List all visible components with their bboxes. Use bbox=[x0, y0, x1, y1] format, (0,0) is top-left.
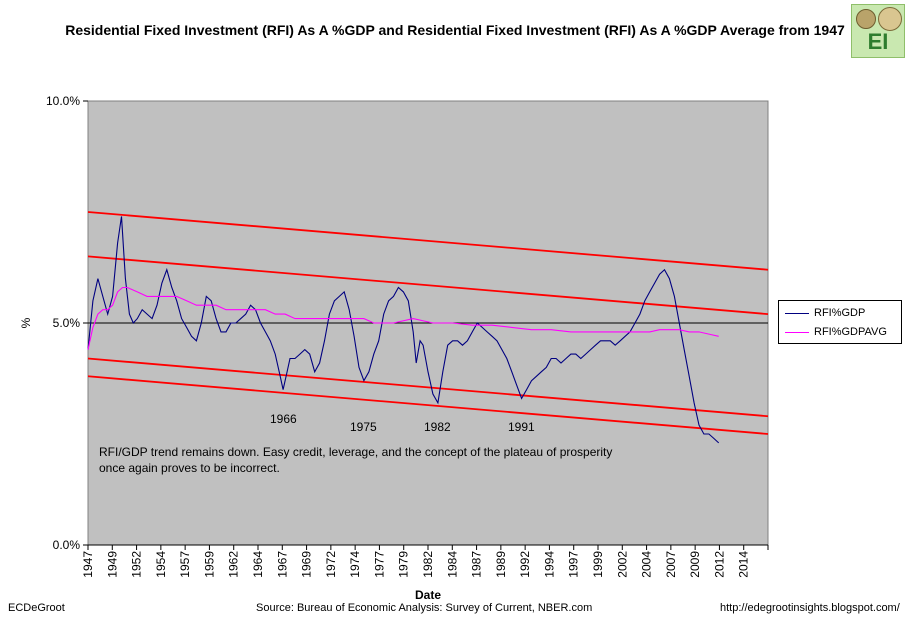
x-tick-label: 1989 bbox=[494, 551, 508, 578]
coin-icon bbox=[856, 9, 876, 29]
footer-url[interactable]: http://edegrootinsights.blogspot.com/ bbox=[720, 602, 900, 614]
trend-channel-line bbox=[87, 375, 769, 435]
x-tick-label: 1987 bbox=[470, 551, 484, 578]
x-tick-label: 2007 bbox=[664, 551, 678, 578]
x-tick-label: 2004 bbox=[640, 551, 654, 578]
x-tick-label: 1999 bbox=[591, 551, 605, 578]
x-tick-label: 1964 bbox=[251, 551, 265, 578]
legend: RFI%GDP RFI%GDPAVG bbox=[778, 300, 902, 344]
legend-label-rfi-gdp: RFI%GDP bbox=[814, 307, 866, 319]
x-tick-label: 1977 bbox=[372, 551, 386, 578]
trend-channel-line bbox=[87, 255, 769, 316]
x-axis-label: Date bbox=[415, 588, 441, 602]
x-tick-label: 1994 bbox=[542, 551, 556, 578]
x-tick-label: 1954 bbox=[154, 551, 168, 578]
y-axis-label: % bbox=[19, 317, 33, 328]
annotation-1975: 1975 bbox=[350, 420, 377, 434]
trend-annotation: RFI/GDP trend remains down. Easy credit,… bbox=[99, 445, 613, 475]
series-line-rfi-gdpavg bbox=[87, 286, 719, 350]
x-tick-label: 1979 bbox=[397, 551, 411, 578]
trend-channel-line bbox=[87, 211, 769, 271]
footer-source: Source: Bureau of Economic Analysis: Sur… bbox=[256, 602, 593, 614]
x-tick-label: 2014 bbox=[737, 551, 751, 578]
legend-item-rfi-gdp: RFI%GDP bbox=[785, 305, 865, 321]
x-tick-label: 1967 bbox=[275, 551, 289, 578]
annotation-1982: 1982 bbox=[424, 420, 451, 434]
axes: 0.0% 5.0% 10.0% 1947 1949 1952 1954 1957 1959 196… bbox=[46, 94, 769, 578]
x-tick-label: 1969 bbox=[300, 551, 314, 578]
annotation-1966: 1966 bbox=[270, 412, 297, 426]
x-tick-label: 1959 bbox=[202, 551, 216, 578]
x-tick-label: 1947 bbox=[81, 551, 95, 578]
logo: EI bbox=[851, 4, 905, 58]
legend-item-rfi-gdpavg: RFI%GDPAVG bbox=[785, 324, 887, 340]
series-line-rfi-gdp bbox=[87, 216, 720, 444]
footer-author: ECDeGroot bbox=[8, 602, 65, 614]
series-lines bbox=[87, 216, 720, 444]
legend-label-rfi-gdpavg: RFI%GDPAVG bbox=[814, 326, 887, 338]
x-tick-label: 1962 bbox=[227, 551, 241, 578]
chart-title: Residential Fixed Investment (RFI) As A … bbox=[65, 22, 845, 38]
y-tick-label: 10.0% bbox=[46, 94, 80, 108]
x-tick-label: 1984 bbox=[445, 551, 459, 578]
legend-swatch-rfi-gdp bbox=[785, 312, 809, 314]
x-tick-label: 1974 bbox=[348, 551, 362, 578]
x-tick-label: 2002 bbox=[615, 551, 629, 578]
x-tick-label: 1992 bbox=[518, 551, 532, 578]
x-tick-label: 1972 bbox=[324, 551, 338, 578]
legend-swatch-rfi-gdpavg bbox=[785, 331, 809, 333]
x-tick-label: 1952 bbox=[130, 551, 144, 578]
reference-lines bbox=[87, 211, 769, 435]
x-tick-label: 1957 bbox=[178, 551, 192, 578]
x-tick-label: 1997 bbox=[567, 551, 581, 578]
annotation-1991: 1991 bbox=[508, 420, 535, 434]
x-tick-label: 2009 bbox=[688, 551, 702, 578]
x-tick-label: 2012 bbox=[712, 551, 726, 578]
x-tick-label: 1949 bbox=[105, 551, 119, 578]
y-tick-label: 5.0% bbox=[53, 316, 81, 330]
logo-mark: EI bbox=[867, 29, 889, 54]
x-tick-label: 1982 bbox=[421, 551, 435, 578]
trend-channel-line bbox=[87, 357, 769, 418]
coin-icon bbox=[878, 7, 902, 31]
y-tick-label: 0.0% bbox=[53, 538, 81, 552]
